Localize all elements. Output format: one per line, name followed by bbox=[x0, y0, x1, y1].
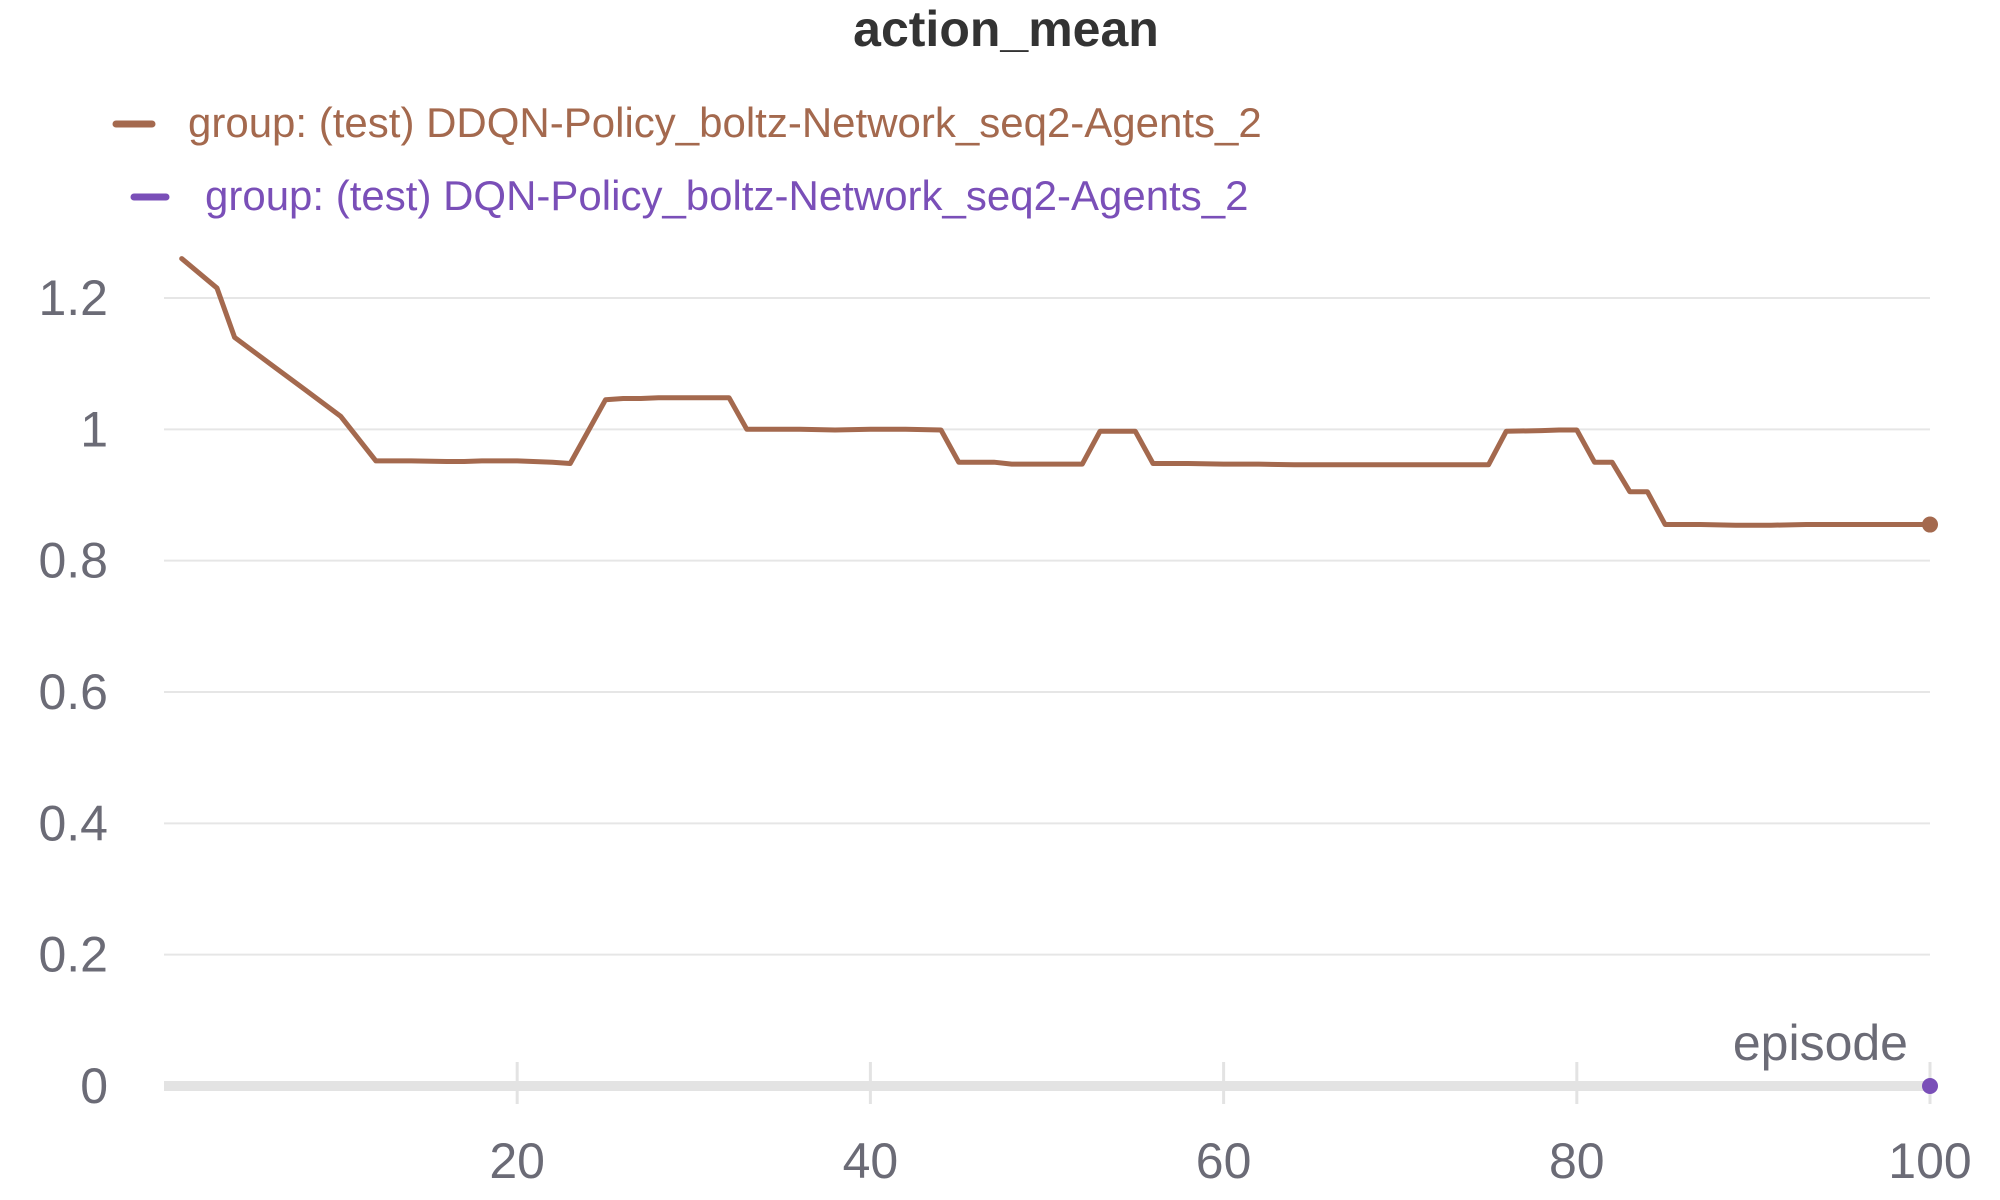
gridlines bbox=[164, 297, 1930, 956]
x-axis-label: episode bbox=[1733, 1015, 1908, 1071]
y-tick-label: 0.2 bbox=[38, 927, 108, 983]
x-axis: 20 40 60 80 100 bbox=[164, 1062, 1972, 1189]
y-tick-label: 0.8 bbox=[38, 533, 108, 589]
x-tick-label: 60 bbox=[1196, 1133, 1252, 1189]
y-tick-label: 1.2 bbox=[38, 270, 108, 326]
series-line-0 bbox=[179, 256, 1933, 528]
series-end-point-1 bbox=[1922, 1078, 1938, 1094]
legend-label-ddqn[interactable]: group: (test) DDQN-Policy_boltz-Network_… bbox=[188, 99, 1262, 146]
chart-title: action_mean bbox=[853, 1, 1159, 57]
series-layer bbox=[179, 256, 1938, 1094]
y-tick-label: 0 bbox=[80, 1058, 108, 1114]
legend: group: (test) DDQN-Policy_boltz-Network_… bbox=[112, 99, 1262, 219]
y-tick-label: 1 bbox=[80, 401, 108, 457]
legend-label-dqn[interactable]: group: (test) DQN-Policy_boltz-Network_s… bbox=[205, 172, 1248, 219]
y-tick-label: 0.4 bbox=[38, 795, 108, 851]
series-end-point-0 bbox=[1922, 516, 1938, 533]
x-tick-label: 100 bbox=[1888, 1133, 1971, 1189]
x-tick-label: 40 bbox=[843, 1133, 899, 1189]
x-tick-label: 80 bbox=[1549, 1133, 1605, 1189]
y-tick-label: 0.6 bbox=[38, 664, 108, 720]
y-axis: 0 0.2 0.4 0.6 0.8 1 1.2 bbox=[38, 270, 108, 1114]
x-tick-label: 20 bbox=[489, 1133, 545, 1189]
